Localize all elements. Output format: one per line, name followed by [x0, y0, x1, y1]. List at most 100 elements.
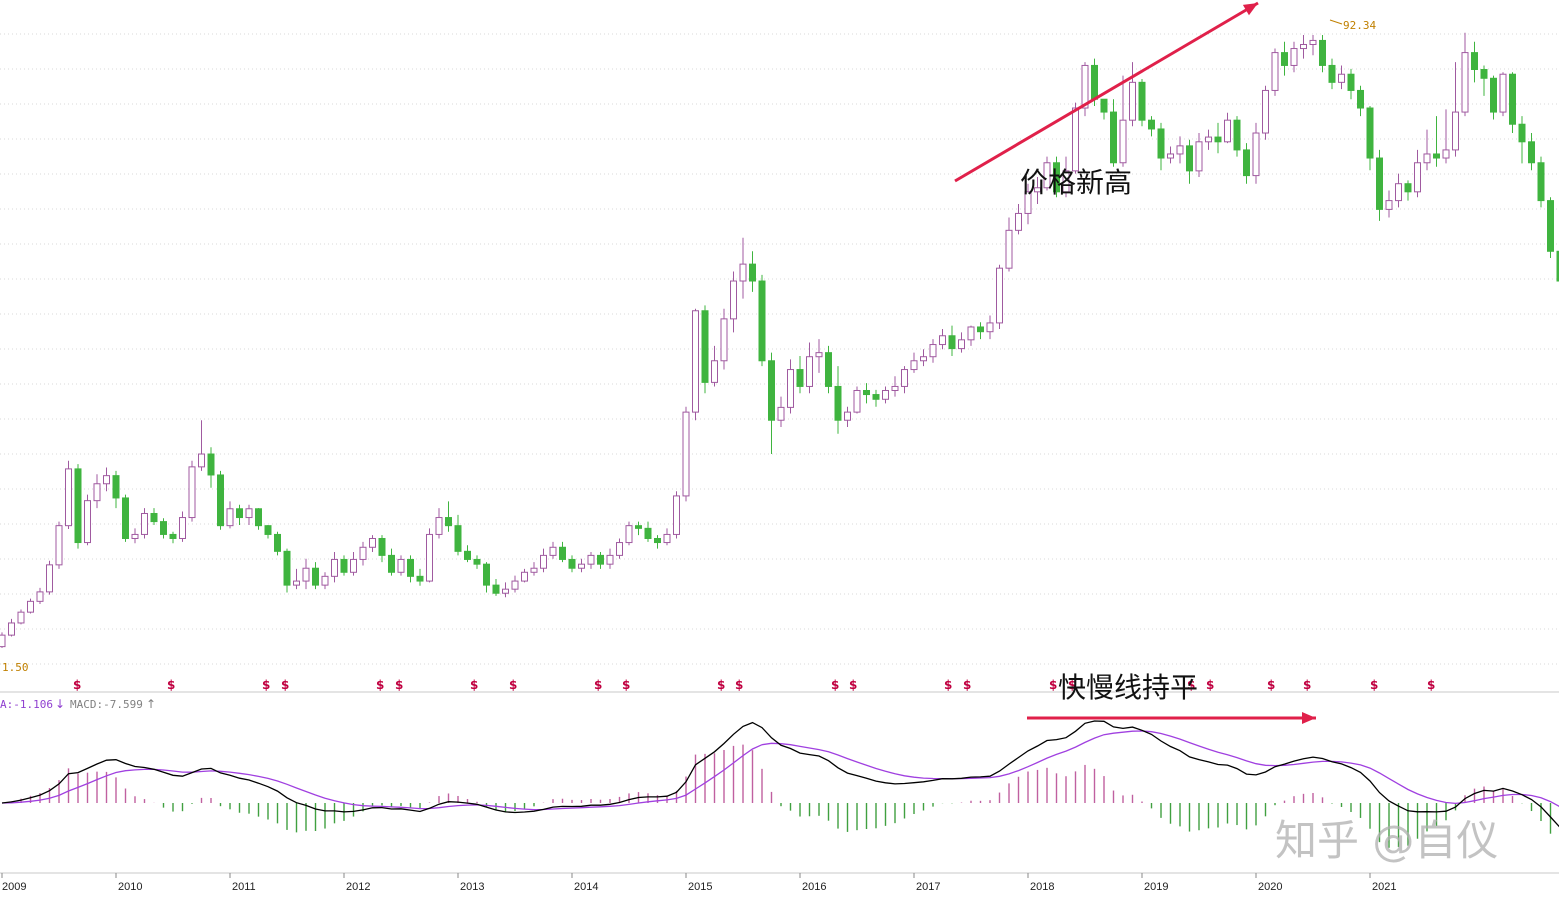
price-grid [0, 33, 1559, 874]
candle-body [1328, 64, 1336, 83]
candle-body [1243, 149, 1250, 177]
candle-body [1091, 64, 1098, 100]
candle-body [1167, 153, 1174, 159]
signal-marker: $ [831, 678, 839, 692]
signal-row: $ $ $ $ $ $ $ $ $ $ $ $ $ $ $ $ $ $ $ $ $ $ $ $ [73, 678, 1435, 692]
candle-body [834, 385, 842, 421]
candles [0, 32, 1559, 648]
candle-body [1053, 162, 1060, 193]
year-label: 2009 [2, 881, 26, 893]
year-label: 2013 [460, 881, 484, 893]
candle-body [0, 634, 6, 648]
candle-body [17, 611, 25, 624]
candle-body [1034, 187, 1041, 193]
candle-body [1138, 81, 1146, 121]
candle-body [901, 369, 908, 387]
candle-body [103, 475, 110, 485]
candle-body [483, 563, 490, 586]
signal-marker: $ [1267, 678, 1275, 692]
price-high-annotation: 价格新高 [1020, 166, 1132, 199]
candle-body [302, 567, 310, 582]
candle-body [1110, 111, 1117, 164]
signal-marker: $ [944, 678, 952, 692]
candle-body [321, 575, 329, 586]
high-pointer [1329, 19, 1343, 25]
macd-flat-annotation: 快慢线持平 [1058, 671, 1198, 704]
candle-body [1300, 43, 1307, 50]
candle-body [255, 508, 262, 527]
candle-body [274, 533, 281, 552]
candle-body [1262, 89, 1269, 134]
candle-body [1366, 107, 1374, 159]
signal-marker: $ [262, 678, 270, 692]
signal-marker: $ [1068, 678, 1076, 692]
candle-body [46, 564, 53, 593]
candle-body [787, 369, 794, 408]
year-label: 2010 [118, 881, 142, 893]
low-price-label: 1.50 [2, 661, 29, 674]
candle-body [93, 483, 101, 502]
candle-body [492, 584, 500, 594]
candle-body [929, 344, 937, 358]
candle-body [359, 546, 367, 560]
candle-body [606, 554, 614, 565]
year-label: 2015 [688, 881, 712, 893]
candle-body [407, 558, 414, 577]
signal-marker: $ [1370, 678, 1378, 692]
candle-body [150, 512, 158, 523]
candle-body [777, 406, 785, 421]
candle-body [597, 554, 604, 565]
candle-body [549, 546, 557, 556]
candle-body [84, 500, 91, 544]
candle-body [958, 339, 965, 350]
candle-body [825, 352, 832, 387]
signal-marker: $ [73, 678, 81, 692]
candle-body [293, 580, 300, 586]
candle-body [188, 466, 196, 519]
macd-arrow-a: ↓ [55, 697, 65, 711]
candle-body [1176, 145, 1184, 155]
signal-marker: $ [1206, 678, 1214, 692]
candle-body [350, 558, 357, 573]
candle-body [521, 571, 528, 582]
high-price-label: 92.34 [1343, 19, 1376, 32]
candle-body [1129, 81, 1136, 121]
macd-value-a: A:-1.106 [0, 698, 53, 711]
candle-body [920, 356, 927, 362]
candle-body [1347, 73, 1355, 91]
candle-body [511, 580, 519, 590]
candle-body [1186, 145, 1193, 172]
year-label: 2012 [346, 881, 370, 893]
candle-body [1338, 73, 1345, 83]
candle-body [435, 517, 443, 535]
candle-body [1233, 119, 1241, 151]
signal-marker: $ [594, 678, 602, 692]
year-label: 2016 [802, 881, 826, 893]
candle-body [312, 567, 319, 586]
candle-body [1205, 136, 1212, 143]
candle-body [730, 280, 737, 320]
candle-body [1062, 170, 1070, 193]
candle-body [1005, 229, 1013, 269]
candle-body [644, 527, 652, 539]
trend-arrow-price-head [1242, 3, 1258, 16]
candle-body [720, 318, 728, 362]
candle-body [711, 360, 718, 383]
signal-marker: $ [1427, 678, 1435, 692]
candle-body [1471, 52, 1478, 70]
candle-body [1461, 52, 1469, 113]
year-label: 2017 [916, 881, 940, 893]
candle-body [122, 497, 129, 539]
candle-body [692, 310, 699, 413]
trend-arrow-price [954, 1, 1259, 183]
candle-body [1404, 183, 1412, 193]
candle-body [416, 575, 424, 582]
candle-body [1119, 119, 1127, 164]
candle-body [872, 394, 880, 400]
annotation-layer [954, 1, 1343, 724]
candle-body [768, 360, 775, 421]
candle-body [1100, 98, 1108, 113]
candle-body [378, 537, 386, 556]
candle-body [426, 533, 433, 582]
candle-body [1072, 107, 1079, 172]
